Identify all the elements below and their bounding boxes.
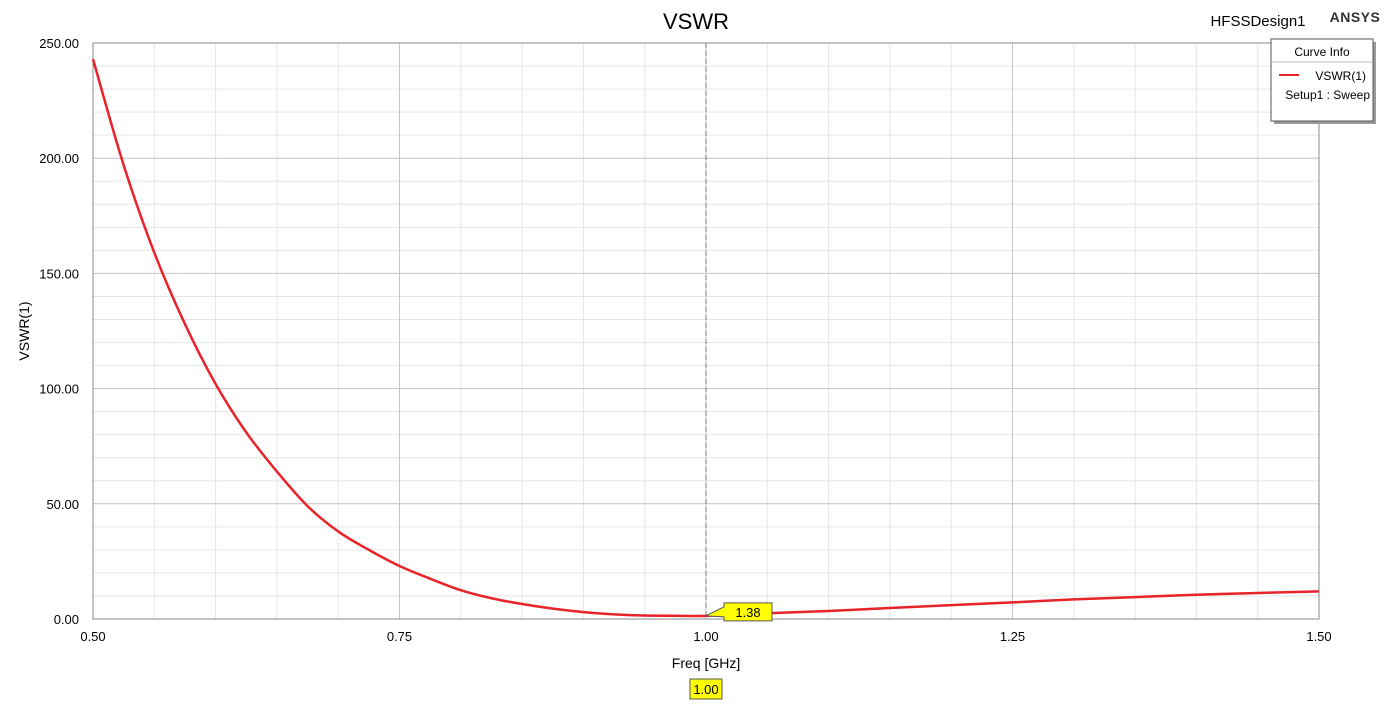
marker-x-box	[689, 678, 723, 700]
y-tick-label: 50.00	[46, 497, 79, 512]
design-name: HFSSDesign1	[1210, 13, 1305, 30]
marker-x-label[interactable]: 1.00	[689, 678, 723, 700]
legend[interactable]: Curve Info VSWR(1) Setup1 : Sweep	[1270, 38, 1376, 124]
x-axis-title: Freq [GHz]	[672, 655, 740, 671]
y-tick-label: 150.00	[39, 266, 79, 281]
x-tick-labels: 0.50 0.75 1.00 1.25 1.50	[80, 629, 1331, 644]
marker-x-text: 1.00	[693, 682, 718, 697]
brand-logo: ANSYS	[1330, 9, 1381, 25]
legend-title: Curve Info	[1294, 45, 1350, 59]
y-tick-labels: 0.00 50.00 100.00 150.00 200.00 250.00	[39, 36, 79, 627]
marker-value-label[interactable]: 1.38	[704, 602, 773, 622]
x-tick-label: 0.75	[387, 629, 412, 644]
x-tick-label: 0.50	[80, 629, 105, 644]
y-tick-label: 200.00	[39, 151, 79, 166]
x-tick-label: 1.50	[1306, 629, 1331, 644]
series-line-vswr1	[91, 58, 1320, 618]
marker-value-box	[704, 602, 773, 622]
legend-entry-name: VSWR(1)	[1315, 69, 1366, 83]
chart-title: VSWR	[663, 9, 729, 34]
legend-box	[1270, 38, 1374, 122]
y-tick-label: 100.00	[39, 382, 79, 397]
x-tick-label: 1.25	[1000, 629, 1025, 644]
y-axis-title: VSWR(1)	[16, 301, 32, 360]
x-tick-label: 1.00	[693, 629, 718, 644]
y-tick-label: 0.00	[54, 612, 79, 627]
marker-value-text: 1.38	[735, 605, 760, 620]
y-tick-label: 250.00	[39, 36, 79, 51]
legend-entry-subtitle: Setup1 : Sweep	[1285, 88, 1370, 102]
